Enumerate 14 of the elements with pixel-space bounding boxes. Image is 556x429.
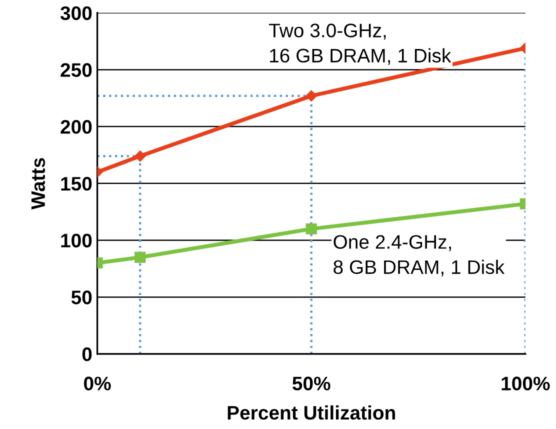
x-axis-title: Percent Utilization (228, 405, 395, 420)
y-tick-label: 150 (61, 176, 92, 191)
annotation: Two 3.0-GHz, 16 GB DRAM, 1 Disk (268, 24, 452, 65)
y-tick-label: 300 (60, 6, 92, 20)
y-tick-label: 0 (82, 347, 92, 362)
y-tick-label: 100 (61, 234, 92, 248)
x-tick-label: 50% (292, 376, 330, 390)
y-tick-label: 250 (60, 63, 92, 77)
annotation: One 2.4-GHz, 8 GB DRAM, 1 Disk (334, 235, 505, 276)
y-tick-label: 50 (71, 290, 92, 304)
y-tick-label: 200 (60, 120, 92, 134)
x-tick-label: 0% (84, 376, 111, 390)
x-tick-label: 100% (502, 376, 550, 390)
y-axis-title: Watts (31, 158, 46, 210)
